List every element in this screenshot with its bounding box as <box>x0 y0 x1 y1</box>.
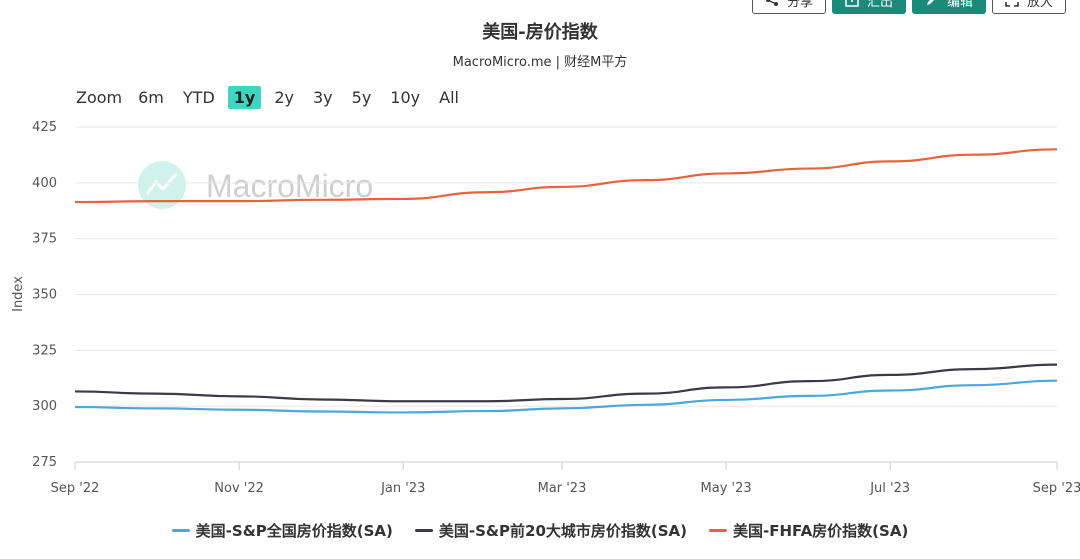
chart-legend: 美国-S&P全国房价指数(SA) 美国-S&P前20大城市房价指数(SA) 美国… <box>0 520 1080 541</box>
zoom-option-2y[interactable]: 2y <box>274 88 294 107</box>
edit-button-label: 编辑 <box>946 0 973 10</box>
zoom-label: Zoom <box>76 88 123 107</box>
y-tick-label: 375 <box>32 232 57 247</box>
enlarge-button-label: 放大 <box>1026 0 1053 10</box>
edit-button[interactable]: 编辑 <box>911 0 986 14</box>
legend-item-sp-20-city[interactable]: 美国-S&P前20大城市房价指数(SA) <box>414 520 688 541</box>
enlarge-button[interactable]: 放大 <box>991 0 1066 14</box>
zoom-selector: Zoom 6m YTD 1y 2y 3y 5y 10y All <box>76 86 472 109</box>
zoom-option-10y[interactable]: 10y <box>390 88 421 107</box>
legend-swatch <box>709 529 728 532</box>
series-line-2[interactable] <box>74 148 1058 204</box>
series-line-0[interactable] <box>74 379 1058 414</box>
y-tick-label: 350 <box>32 288 57 303</box>
chart-toolbar: 分享 汇出 编辑 放大 <box>751 0 1066 14</box>
legend-swatch <box>414 529 433 532</box>
legend-label: 美国-FHFA房价指数(SA) <box>733 522 909 540</box>
y-tick-label: 325 <box>32 343 57 358</box>
x-tick-label: Sep '22 <box>51 481 100 496</box>
zoom-option-ytd[interactable]: YTD <box>182 88 215 107</box>
export-button-label: 汇出 <box>866 0 893 10</box>
y-tick-label: 300 <box>32 399 57 414</box>
zoom-option-5y[interactable]: 5y <box>351 88 372 107</box>
export-icon <box>845 0 859 7</box>
watermark-text: MacroMicro <box>206 168 373 204</box>
series-line-1[interactable] <box>74 363 1058 403</box>
y-tick-label: 425 <box>32 120 57 135</box>
x-tick-label: Mar '23 <box>538 481 587 496</box>
share-icon <box>765 0 779 7</box>
y-tick-label: 400 <box>32 176 57 191</box>
legend-label: 美国-S&P全国房价指数(SA) <box>195 522 393 540</box>
legend-label: 美国-S&P前20大城市房价指数(SA) <box>438 522 688 540</box>
x-tick-label: Sep '23 <box>1033 481 1080 496</box>
chart-subtitle: MacroMicro.me | 财经M平方 <box>452 55 628 70</box>
export-button[interactable]: 汇出 <box>831 0 906 14</box>
x-tick-label: Nov '22 <box>214 481 264 496</box>
watermark: MacroMicro <box>138 161 373 209</box>
share-button-label: 分享 <box>786 0 813 10</box>
legend-item-fhfa[interactable]: 美国-FHFA房价指数(SA) <box>709 520 908 541</box>
zoom-option-1y[interactable]: 1y <box>227 86 262 109</box>
zoom-option-all[interactable]: All <box>439 88 459 107</box>
zoom-option-6m[interactable]: 6m <box>138 88 164 107</box>
legend-swatch <box>171 529 190 532</box>
y-axis-label: Index <box>11 276 26 312</box>
legend-item-sp-national[interactable]: 美国-S&P全国房价指数(SA) <box>171 520 393 541</box>
chart-title: 美国-房价指数 <box>482 22 598 43</box>
x-tick-label: Jul '23 <box>869 481 910 496</box>
share-button[interactable]: 分享 <box>751 0 826 14</box>
y-tick-label: 275 <box>32 455 57 470</box>
zoom-option-3y[interactable]: 3y <box>312 88 333 107</box>
macromicro-logo-icon <box>138 161 186 209</box>
x-tick-label: May '23 <box>701 481 752 496</box>
edit-icon <box>925 0 939 7</box>
x-tick-label: Jan '23 <box>380 481 425 496</box>
